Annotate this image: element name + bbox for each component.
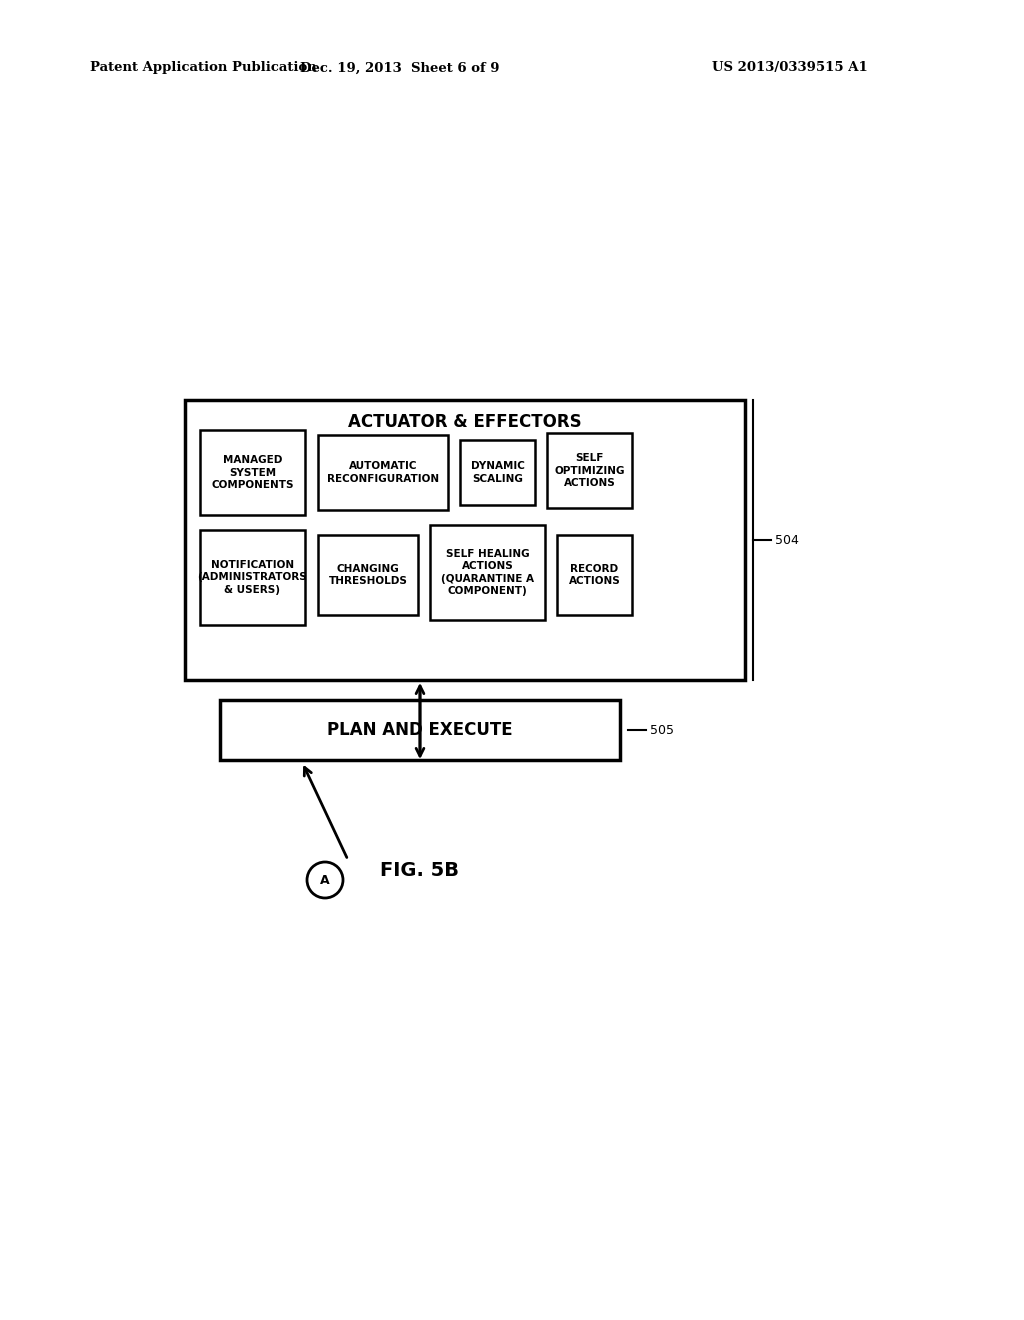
Bar <box>460 440 535 506</box>
Text: ACTUATOR & EFFECTORS: ACTUATOR & EFFECTORS <box>348 413 582 432</box>
Bar <box>318 535 418 615</box>
Text: DYNAMIC
SCALING: DYNAMIC SCALING <box>471 461 524 483</box>
Text: MANAGED
SYSTEM
COMPONENTS: MANAGED SYSTEM COMPONENTS <box>211 455 294 490</box>
Text: US 2013/0339515 A1: US 2013/0339515 A1 <box>712 62 868 74</box>
Bar <box>200 430 305 515</box>
Text: Patent Application Publication: Patent Application Publication <box>90 62 316 74</box>
Bar <box>557 535 632 615</box>
Text: SELF HEALING
ACTIONS
(QUARANTINE A
COMPONENT): SELF HEALING ACTIONS (QUARANTINE A COMPO… <box>441 549 534 597</box>
Bar <box>318 436 449 510</box>
Text: SELF
OPTIMIZING
ACTIONS: SELF OPTIMIZING ACTIONS <box>554 453 625 488</box>
Text: 504: 504 <box>775 533 799 546</box>
Circle shape <box>307 862 343 898</box>
Text: AUTOMATIC
RECONFIGURATION: AUTOMATIC RECONFIGURATION <box>327 461 439 483</box>
Bar <box>200 531 305 624</box>
Bar <box>185 400 745 680</box>
Bar <box>430 525 545 620</box>
Bar <box>547 433 632 508</box>
Text: FIG. 5B: FIG. 5B <box>381 861 460 879</box>
Text: PLAN AND EXECUTE: PLAN AND EXECUTE <box>328 721 513 739</box>
Text: Dec. 19, 2013  Sheet 6 of 9: Dec. 19, 2013 Sheet 6 of 9 <box>300 62 500 74</box>
Bar <box>220 700 620 760</box>
Text: RECORD
ACTIONS: RECORD ACTIONS <box>568 564 621 586</box>
Text: NOTIFICATION
(ADMINISTRATORS
& USERS): NOTIFICATION (ADMINISTRATORS & USERS) <box>198 560 307 595</box>
Text: A: A <box>321 874 330 887</box>
Text: 505: 505 <box>650 723 674 737</box>
Text: CHANGING
THRESHOLDS: CHANGING THRESHOLDS <box>329 564 408 586</box>
